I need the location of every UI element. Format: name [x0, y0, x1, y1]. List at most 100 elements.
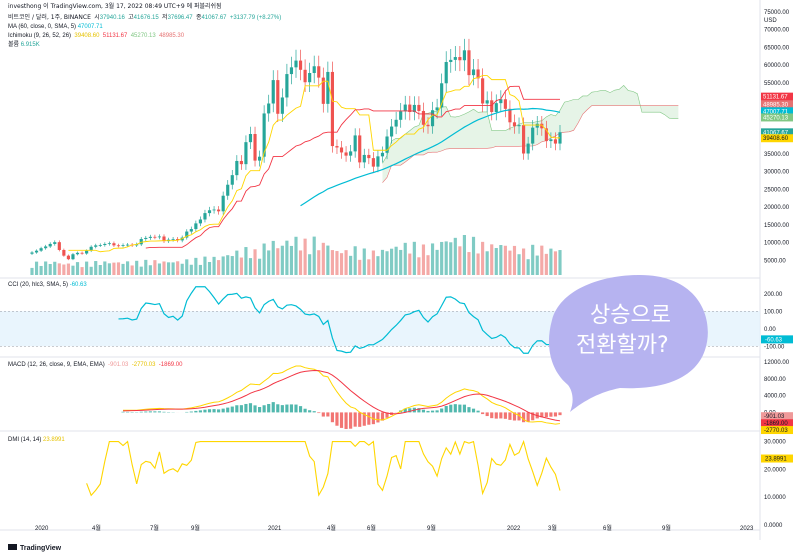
macd-histogram-bar [230, 406, 234, 413]
candle-body [553, 139, 558, 144]
macd-histogram-bar [335, 412, 339, 426]
macd-histogram-bar [280, 405, 284, 413]
price-tick-label: 30000.00 [764, 170, 790, 176]
time-tick-label: 9월 [662, 524, 671, 532]
candle-body [153, 236, 157, 238]
volume-bar [198, 264, 202, 275]
volume-bar [294, 236, 298, 275]
candle-body [30, 252, 34, 254]
volume-bar [349, 255, 353, 275]
dmi-legend[interactable]: DMI (14, 14) 23.8991 [8, 437, 65, 443]
macd-histogram-bar [421, 409, 426, 413]
price-tag-label: 45270.13 [763, 115, 789, 121]
volume-bar [112, 262, 116, 275]
macd-histogram-bar [549, 412, 553, 417]
ma-legend[interactable]: MA (60, close, 0, SMA, 5) 47007.71 [8, 24, 103, 30]
macd-histogram-bar [289, 404, 294, 413]
candle-body [75, 252, 80, 255]
volume-bar [94, 261, 98, 275]
candle-body [112, 243, 116, 246]
candle-body [408, 104, 412, 113]
price-tick-label: 70000.00 [764, 28, 790, 34]
price-tick-label: 25000.00 [764, 187, 790, 193]
volume-bar [53, 261, 57, 275]
macd-histogram-bar [321, 412, 325, 417]
macd-histogram-bar [440, 408, 444, 413]
macd-histogram-bar [353, 412, 357, 427]
volume-bar [189, 264, 193, 275]
macd-histogram-bar [522, 412, 526, 423]
volume-legend[interactable]: 볼륨 6.915K [8, 41, 40, 48]
volume-bar [176, 261, 180, 275]
candle-body [239, 160, 243, 165]
volume-bar [394, 246, 398, 275]
macd-legend[interactable]: MACD (12, 26, close, 9, EMA, EMA) -901.0… [8, 362, 183, 368]
candle-body [481, 78, 485, 104]
ichimoku-legend[interactable]: Ichimoku (9, 26, 52, 26) 39408.60 51131.… [8, 33, 185, 39]
candle-body [353, 135, 357, 152]
time-axis[interactable]: 2020 4월 7월 9월 2021 4월 6월 9월 2022 3월 6월 9월 2023 [35, 524, 754, 532]
candle-body [194, 223, 198, 230]
candle-body [462, 50, 466, 61]
volume-bar [540, 245, 544, 275]
candle-body [221, 195, 225, 212]
candle-body [85, 250, 89, 254]
volume-bar [298, 250, 303, 275]
macd-histogram-bar [349, 412, 353, 429]
candle-body [503, 99, 507, 109]
price-tag [761, 134, 793, 143]
volume-bar [212, 256, 216, 275]
time-tick-label: 6월 [603, 524, 612, 532]
cci-tick-label: 200.00 [764, 292, 783, 298]
price-tick-label: 75000.00 [764, 10, 790, 16]
macd-histogram-bar [157, 411, 162, 413]
macd-histogram-bar [276, 404, 280, 413]
time-tick-label: 2020 [35, 526, 49, 532]
macd-histogram-bar [262, 405, 266, 413]
dmi-tag [761, 454, 793, 463]
candle-body [417, 104, 421, 111]
price-tick-label: 15000.00 [764, 223, 790, 229]
candle-body [53, 242, 57, 244]
volume-bar [162, 261, 166, 275]
tenkan-line [68, 75, 560, 253]
price-tag [761, 128, 793, 137]
price-axis[interactable]: 75000.00 70000.00 65000.00 60000.00 55000.00… [761, 10, 793, 529]
volume-bar [508, 250, 512, 275]
candle-body [326, 71, 330, 104]
candle-body [157, 236, 162, 238]
macd-histogram-bar [526, 412, 530, 423]
candle-body [544, 128, 548, 142]
candle-body [212, 209, 216, 211]
macd-histogram-bar [471, 408, 476, 413]
symbol-legend[interactable]: 비트코인 / 달러, 1주, BINANCE 시37940.16 고41676.… [8, 14, 282, 21]
volume-bar [503, 245, 507, 275]
volume-bar [549, 248, 553, 275]
volume-bar [289, 245, 294, 275]
candle-body [467, 50, 471, 76]
candle-body [430, 110, 435, 127]
macd-histogram-bar [403, 408, 407, 413]
volume-bar [544, 253, 548, 275]
time-tick-label: 3월 [548, 524, 557, 532]
macd-histogram-bar [294, 404, 298, 413]
candle-body [198, 219, 202, 224]
volume-bar [353, 246, 357, 275]
macd-histogram-bar [121, 411, 125, 413]
macd-histogram-bar [198, 410, 202, 413]
volume-bar [235, 250, 239, 275]
candle-body [103, 243, 107, 246]
speech-bubble: 상승으로 전환할까? [548, 275, 708, 412]
macd-histogram-bar [189, 411, 193, 413]
macd-histogram-bar [162, 411, 166, 413]
time-tick-label: 6월 [367, 524, 376, 532]
candle-body [453, 57, 457, 60]
cci-legend[interactable]: CCI (20, hlc3, SMA, 5) -60.63 [8, 282, 87, 288]
volume-bar [481, 241, 485, 275]
volume-bar [526, 259, 530, 275]
tradingview-logo[interactable]: TradingView [8, 544, 62, 552]
price-tick-label: 35000.00 [764, 152, 790, 158]
volume-bar [57, 263, 61, 275]
volume-bar [203, 256, 207, 275]
